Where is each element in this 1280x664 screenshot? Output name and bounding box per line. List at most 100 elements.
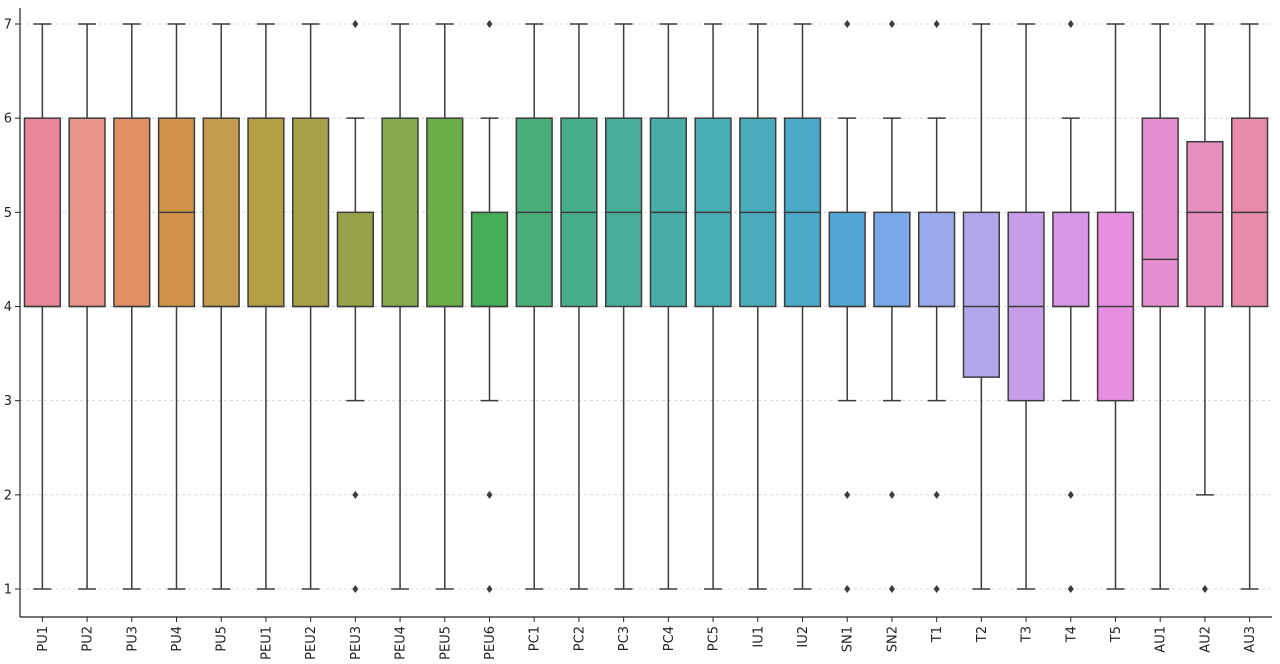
box-body <box>336 211 374 308</box>
box-t2 <box>962 23 1000 590</box>
box-pu2 <box>68 23 106 590</box>
outlier-point <box>486 585 493 593</box>
box-peu5 <box>426 23 464 590</box>
box-body <box>381 117 419 308</box>
box-pu4 <box>157 23 196 590</box>
y-tick-label: 1 <box>4 583 12 598</box>
box-body <box>470 211 509 308</box>
x-tick-label: PEU1 <box>259 626 274 660</box>
y-tick-label: 4 <box>4 300 12 315</box>
y-tick-label: 2 <box>4 488 12 503</box>
x-tick-label: PU3 <box>125 626 140 652</box>
x-tick-label: PU5 <box>215 626 230 652</box>
outlier-point <box>1067 20 1074 28</box>
box-pc2 <box>560 23 598 590</box>
x-tick-label: PU4 <box>170 626 185 652</box>
x-tick-label: PU1 <box>36 626 51 652</box>
box-peu4 <box>381 23 419 590</box>
x-tick-label: T5 <box>1109 626 1124 643</box>
box-body <box>1186 140 1224 308</box>
x-tick-label: PEU2 <box>304 626 319 660</box>
box-body <box>1141 117 1179 308</box>
box-t5 <box>1096 23 1135 590</box>
outlier-point <box>933 585 940 593</box>
x-tick-label: SN1 <box>841 626 856 652</box>
x-tick-label: T1 <box>930 626 945 643</box>
x-tick-label: T3 <box>1020 626 1035 643</box>
outlier-point <box>486 490 493 499</box>
box-body <box>962 211 1000 378</box>
ticks-layer: 1 2 3 4 5 6 7 PU1 PU2 PU3 PU4 PU5 PEU1 PEU2 PEU3 PEU4 PE… <box>4 18 1258 660</box>
x-tick-label: PEU3 <box>349 626 364 660</box>
box-peu2 <box>292 23 330 590</box>
box-pu1 <box>23 23 61 590</box>
box-pu5 <box>202 23 240 590</box>
x-tick-label: PC1 <box>528 626 543 651</box>
grid-layer <box>20 23 1272 590</box>
box-pc4 <box>649 23 687 590</box>
x-tick-label: PC3 <box>617 626 632 651</box>
outlier-point <box>844 20 851 28</box>
outlier-point <box>352 490 359 499</box>
box-pc1 <box>515 23 553 590</box>
outlier-point <box>933 490 940 499</box>
x-tick-label: PEU6 <box>483 626 498 660</box>
x-tick-label: PEU4 <box>394 626 409 660</box>
outlier-point <box>352 585 359 593</box>
boxes-layer <box>23 20 1269 593</box>
y-tick-label: 6 <box>4 112 12 127</box>
box-body <box>873 211 911 308</box>
x-tick-label: IU1 <box>751 626 766 648</box>
outlier-point <box>933 20 940 28</box>
box-body <box>113 117 151 308</box>
x-tick-label: SN2 <box>885 626 900 652</box>
box-body <box>68 117 106 308</box>
box-peu6 <box>470 20 509 593</box>
x-tick-label: T4 <box>1064 626 1079 643</box>
box-iu1 <box>739 23 777 590</box>
outlier-point <box>888 490 895 499</box>
y-tick-label: 7 <box>4 18 12 33</box>
box-au2 <box>1186 23 1224 593</box>
outlier-point <box>486 20 493 28</box>
box-body <box>1052 211 1090 308</box>
outlier-point <box>1067 585 1074 593</box>
outlier-point <box>888 585 895 593</box>
box-sn2 <box>873 20 911 593</box>
box-iu2 <box>783 23 822 590</box>
y-tick-label: 5 <box>4 206 12 221</box>
box-pc5 <box>694 23 732 590</box>
box-t1 <box>918 20 956 593</box>
box-sn1 <box>828 20 866 593</box>
box-body <box>202 117 240 308</box>
x-tick-label: AU1 <box>1154 626 1169 653</box>
box-t3 <box>1007 23 1045 590</box>
outlier-point <box>844 585 851 593</box>
box-peu1 <box>247 23 285 590</box>
x-tick-label: PEU5 <box>438 626 453 660</box>
axes-layer <box>19 8 1272 618</box>
x-tick-label: PU2 <box>81 626 96 652</box>
x-tick-label: AU3 <box>1243 626 1258 653</box>
outlier-point <box>1201 585 1208 593</box>
x-tick-label: PC5 <box>707 626 722 651</box>
box-body <box>292 117 330 308</box>
y-tick-label: 3 <box>4 394 12 409</box>
outlier-point <box>1067 490 1074 499</box>
box-body <box>828 211 866 308</box>
box-t4 <box>1052 20 1090 593</box>
box-pu3 <box>113 23 151 590</box>
x-tick-label: AU2 <box>1198 626 1213 653</box>
x-tick-label: IU2 <box>796 626 811 648</box>
box-au1 <box>1141 23 1179 590</box>
outlier-point <box>888 20 895 28</box>
box-body <box>247 117 285 308</box>
outlier-point <box>844 490 851 499</box>
box-body <box>23 117 61 308</box>
x-tick-label: PC4 <box>662 626 677 651</box>
outlier-point <box>352 20 359 28</box>
box-body <box>426 117 464 308</box>
box-au3 <box>1231 23 1269 590</box>
